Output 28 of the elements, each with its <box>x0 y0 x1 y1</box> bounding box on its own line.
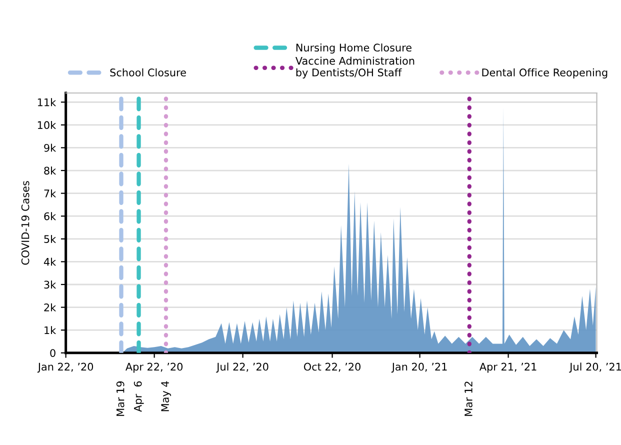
y-tick-label: 5k <box>44 234 56 244</box>
y-tick-label: 2k <box>44 303 56 312</box>
annotation: May 4 <box>161 381 172 412</box>
x-tick-label: Jul 22, ’20 <box>216 362 268 373</box>
x-tick-label: Jan 22, ’20 <box>37 362 94 373</box>
annotation: Mar 12 <box>464 382 472 416</box>
x-tick-label: Apr 21, ’21 <box>479 362 536 373</box>
y-tick-label: 9k <box>44 144 56 152</box>
legend-label: Nursing Home Closure <box>296 43 412 54</box>
x-tick-label: Jan 20, ’21 <box>391 362 447 373</box>
y-tick-label: 6k <box>44 212 56 220</box>
annotation: Mar 19 <box>116 381 124 416</box>
y-axis-title: COVID-19 Cases <box>21 181 30 265</box>
y-tick-label: 3k <box>44 280 56 289</box>
y-tick-label: 4k <box>44 258 56 266</box>
y-tick-label: 0 <box>50 349 56 357</box>
x-tick-label: Apr 22, ’20 <box>126 362 183 373</box>
annotation: Apr 6 <box>134 381 144 412</box>
legend-label: Dental Office Reopening <box>482 68 608 78</box>
y-tick-label: 7k <box>44 189 56 198</box>
y-tick-label: 1k <box>44 326 56 334</box>
x-tick-label: Oct 22, ’20 <box>304 362 360 372</box>
x-tick-label: Jul 20, ’21 <box>569 362 621 373</box>
y-tick-label: 10k <box>38 120 56 130</box>
legend-label: Vaccine Administration by Dentists/OH Staff <box>295 56 414 78</box>
legend-label: School Closure <box>110 68 186 76</box>
y-tick-label: 8k <box>44 166 56 175</box>
y-tick-label: 11k <box>38 98 56 106</box>
